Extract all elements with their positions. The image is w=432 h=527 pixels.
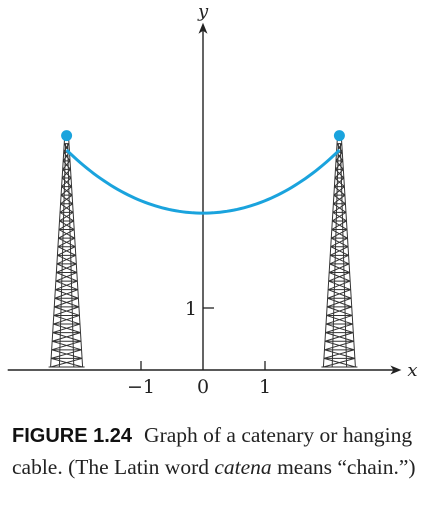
y-tick-label-0: 1 <box>185 298 197 320</box>
ticks-layer: −1 0 1 1 <box>127 298 271 398</box>
cable-endpoint-left <box>61 130 73 142</box>
caption-italic-word: catena <box>214 455 272 479</box>
caption-text-1: Graph of a catenary or hanging cable. (T… <box>12 423 413 479</box>
tower-lattice-0 <box>48 133 85 368</box>
x-tick-label-2: 1 <box>259 376 271 398</box>
catenary-curve <box>65 148 341 215</box>
figure-number: FIGURE 1.24 <box>12 425 133 447</box>
tower-lattice-1 <box>321 133 358 368</box>
x-tick-label-0: −1 <box>127 376 155 398</box>
y-axis-label: y <box>197 1 209 22</box>
tower-left <box>48 133 85 368</box>
catenary-figure: x y −1 0 1 1 <box>7 1 418 398</box>
tower-right <box>321 133 358 368</box>
x-axis-label: x <box>407 360 417 381</box>
axes-layer: x y <box>7 1 418 381</box>
curve-layer <box>61 130 345 215</box>
y-axis-arrowhead <box>198 22 208 34</box>
caption-text-2: means “chain.”) <box>271 455 416 479</box>
figure-caption: FIGURE 1.24 Graph of a catenary or hangin… <box>12 420 422 483</box>
x-axis-arrowhead <box>390 365 402 375</box>
cable-endpoint-right <box>333 130 345 142</box>
x-tick-label-1: 0 <box>197 376 209 398</box>
